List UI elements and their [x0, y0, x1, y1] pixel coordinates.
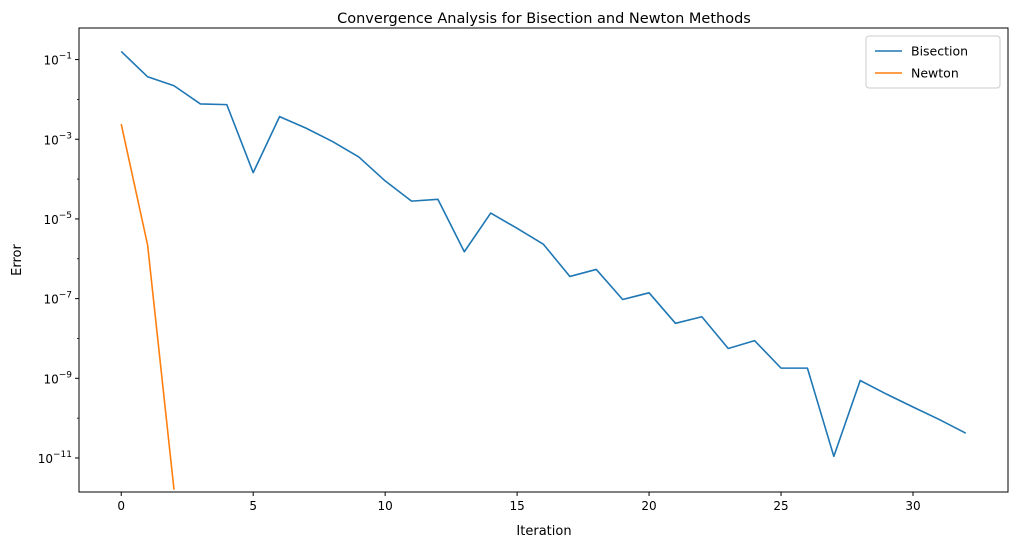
- y-axis: 10−1 10−3 10−5 10−7 10−9 10−11: [38, 52, 79, 466]
- chart-title: Convergence Analysis for Bisection and N…: [337, 11, 751, 27]
- x-tick-label: 15: [509, 499, 524, 513]
- plot-area: [120, 50, 967, 490]
- legend: Bisection Newton: [865, 35, 1001, 89]
- x-tick-label: 0: [117, 499, 125, 513]
- x-tick-label: 5: [249, 499, 257, 513]
- legend-box: [865, 35, 1001, 89]
- legend-label-bisection: Bisection: [911, 44, 968, 59]
- y-tick-label: 10−1: [43, 52, 72, 68]
- x-tick-label: 10: [378, 499, 393, 513]
- x-tick-label: 25: [773, 499, 788, 513]
- x-tick-label: 30: [905, 499, 920, 513]
- x-axis: 0 5 10 15 20 25 30: [117, 492, 921, 513]
- y-tick-label: 10−11: [38, 450, 72, 466]
- y-tick-label: 10−9: [43, 370, 72, 386]
- series-line-newton: [120, 123, 175, 490]
- legend-label-newton: Newton: [911, 66, 959, 81]
- y-tick-label: 10−3: [43, 131, 72, 147]
- y-axis-label: Error: [10, 244, 25, 276]
- x-tick-label: 20: [641, 499, 656, 513]
- series-line-bisection: [120, 50, 967, 458]
- axes-frame: [78, 27, 1009, 493]
- y-tick-label: 10−7: [43, 291, 72, 307]
- y-tick-label: 10−5: [43, 211, 72, 227]
- x-axis-label: Iteration: [516, 524, 571, 539]
